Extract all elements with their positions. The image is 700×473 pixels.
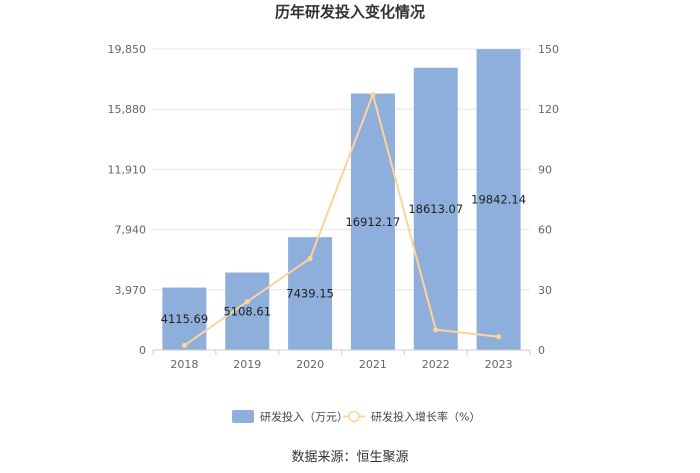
- bar-value-label: 4115.69: [161, 312, 209, 326]
- chart-title: 历年研发投入变化情况: [275, 3, 425, 21]
- left-axis-ticks: 0 3,970 7,940 11,910 15,880 19,850: [108, 43, 147, 357]
- growth-rate-line: [183, 91, 499, 347]
- legend-line-label[interactable]: 研发投入增长率（%）: [371, 410, 480, 424]
- line-point[interactable]: [181, 342, 188, 348]
- line-point[interactable]: [244, 299, 250, 305]
- legend-bar-label[interactable]: 研发投入（万元）: [260, 410, 348, 424]
- line-series: [181, 91, 502, 348]
- right-tick-label: 120: [538, 103, 559, 116]
- x-tick-label: 2021: [359, 358, 387, 371]
- right-tick-label: 30: [538, 284, 552, 297]
- legend-line-marker: [348, 410, 360, 423]
- x-tick-label: 2023: [485, 358, 513, 371]
- left-tick-label: 11,910: [108, 163, 147, 176]
- right-tick-label: 60: [538, 224, 552, 237]
- grid-lines: [153, 48, 530, 291]
- left-tick-label: 15,880: [108, 103, 147, 116]
- bar[interactable]: [162, 287, 207, 350]
- data-source: 数据来源：恒生聚源: [291, 450, 408, 465]
- line-point[interactable]: [307, 255, 313, 262]
- right-tick-label: 150: [538, 43, 559, 56]
- right-tick-label: 0: [538, 344, 545, 357]
- x-tick-label: 2020: [296, 358, 324, 371]
- x-tick-label: 2022: [422, 358, 450, 371]
- bar[interactable]: [476, 49, 521, 350]
- line-point[interactable]: [495, 334, 502, 340]
- x-tick-label: 2019: [233, 358, 261, 371]
- left-tick-label: 7,940: [115, 224, 147, 237]
- bar[interactable]: [413, 67, 458, 350]
- bar[interactable]: [350, 93, 395, 350]
- legend-bar-swatch: [232, 410, 254, 423]
- bar-value-label: 18613.07: [408, 202, 463, 216]
- x-tick-label: 2018: [170, 358, 198, 371]
- bar-series: [162, 49, 521, 350]
- bar-value-labels: 4115.69 5108.61 7439.15 16912.17 18613.07 198…: [161, 193, 526, 326]
- line-point[interactable]: [370, 91, 376, 98]
- right-axis-ticks: 0 30 60 90 120 150: [538, 43, 559, 357]
- line-point[interactable]: [433, 327, 439, 333]
- left-tick-label: 3,970: [115, 284, 147, 297]
- left-tick-label: 19,850: [108, 43, 147, 56]
- right-tick-label: 90: [538, 163, 552, 176]
- bar-value-label: 7439.15: [286, 287, 334, 301]
- x-axis: 2018 2019 2020 2021 2022 2023: [152, 349, 531, 371]
- left-tick-label: 0: [139, 344, 146, 357]
- legend: 研发投入（万元） 研发投入增长率（%）: [232, 410, 480, 424]
- bar-value-label: 16912.17: [345, 215, 400, 229]
- bar-value-label: 5108.61: [223, 304, 271, 318]
- bar-value-label: 19842.14: [471, 193, 526, 207]
